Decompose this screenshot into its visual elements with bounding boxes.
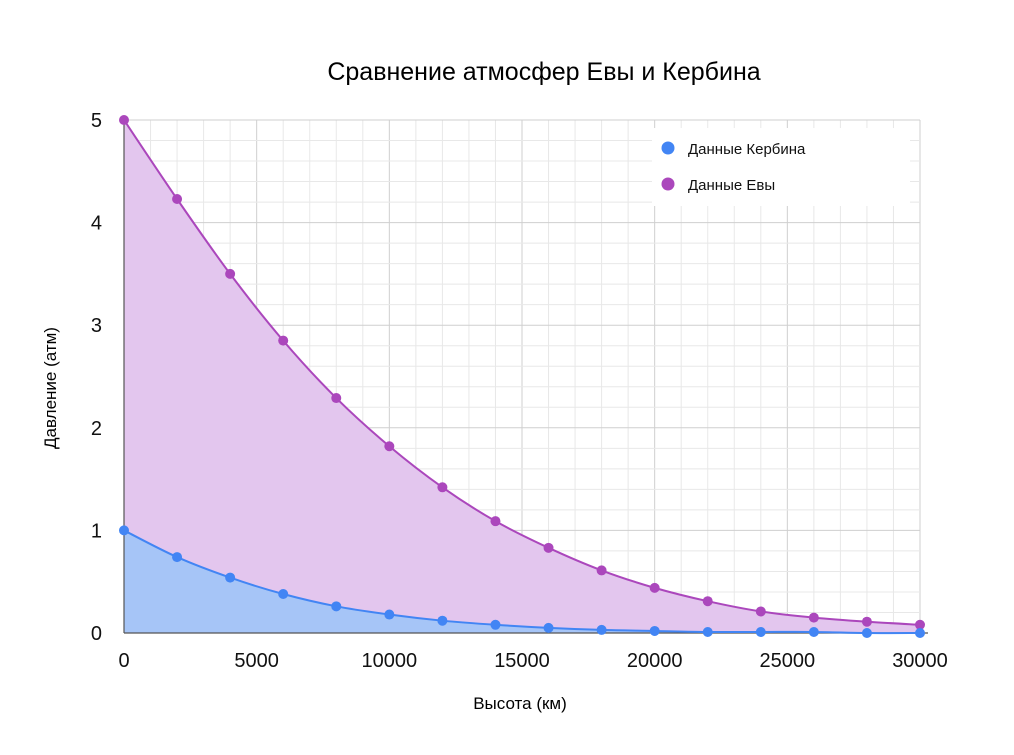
point-eve	[596, 565, 607, 576]
axes	[123, 120, 928, 634]
point-kerbin	[861, 628, 872, 638]
point-kerbin	[649, 625, 660, 636]
y-tick-label: 4	[91, 213, 102, 235]
area-kerbin	[124, 530, 920, 634]
point-eve	[278, 335, 289, 346]
x-tick-label: 30000	[892, 650, 948, 672]
x-tick-label: 10000	[362, 650, 418, 672]
data-points	[119, 115, 925, 638]
x-axis-title: Высота (км)	[473, 694, 567, 713]
point-eve	[649, 582, 660, 593]
y-tick-label: 2	[91, 418, 102, 440]
point-kerbin	[543, 622, 554, 633]
point-kerbin	[172, 552, 183, 563]
x-tick-label: 5000	[234, 650, 279, 672]
point-eve	[331, 393, 342, 404]
y-tick-label: 1	[91, 520, 102, 542]
legend: Данные Кербина Данные Евы	[652, 128, 910, 206]
point-kerbin	[915, 628, 925, 638]
chart-title: Сравнение атмосфер Евы и Кербина	[327, 58, 760, 86]
y-tick-label: 3	[91, 315, 102, 337]
point-kerbin	[755, 626, 766, 637]
point-kerbin	[490, 619, 501, 630]
point-kerbin	[384, 609, 395, 620]
point-kerbin	[808, 626, 819, 637]
point-eve	[172, 194, 183, 205]
y-tick-label: 0	[91, 623, 102, 645]
x-tick-label: 0	[118, 650, 129, 672]
point-eve	[861, 616, 872, 627]
point-kerbin	[278, 589, 289, 600]
point-kerbin	[596, 624, 607, 635]
x-tick-label: 20000	[627, 650, 683, 672]
legend-label-kerbin: Данные Кербина	[688, 141, 806, 158]
line-kerbin	[123, 529, 921, 635]
point-kerbin	[331, 601, 342, 612]
point-eve	[543, 542, 554, 553]
point-kerbin	[225, 572, 236, 583]
point-eve	[384, 441, 395, 452]
point-eve	[225, 268, 236, 279]
x-tick-labels: 0 5000 10000 15000 20000 25000 30000	[118, 650, 947, 672]
y-tick-labels: 0 1 2 3 4 5	[91, 110, 102, 645]
area-eve	[124, 120, 920, 633]
x-tick-label: 25000	[760, 650, 816, 672]
point-eve	[755, 606, 766, 617]
point-eve	[119, 115, 129, 125]
legend-marker-eve	[661, 177, 675, 191]
point-eve	[437, 482, 448, 493]
point-eve	[490, 516, 501, 527]
point-eve	[915, 619, 925, 630]
point-kerbin	[702, 626, 713, 637]
point-eve	[808, 612, 819, 623]
legend-marker-kerbin	[661, 141, 675, 155]
area-fills	[124, 120, 920, 634]
y-axis-title: Давление (атм)	[41, 327, 60, 449]
legend-label-eve: Данные Евы	[688, 177, 775, 194]
y-tick-label: 5	[91, 110, 102, 132]
x-tick-label: 15000	[494, 650, 550, 672]
point-kerbin	[119, 525, 129, 536]
point-eve	[702, 596, 713, 607]
point-kerbin	[437, 615, 448, 626]
legend-background	[652, 128, 910, 206]
